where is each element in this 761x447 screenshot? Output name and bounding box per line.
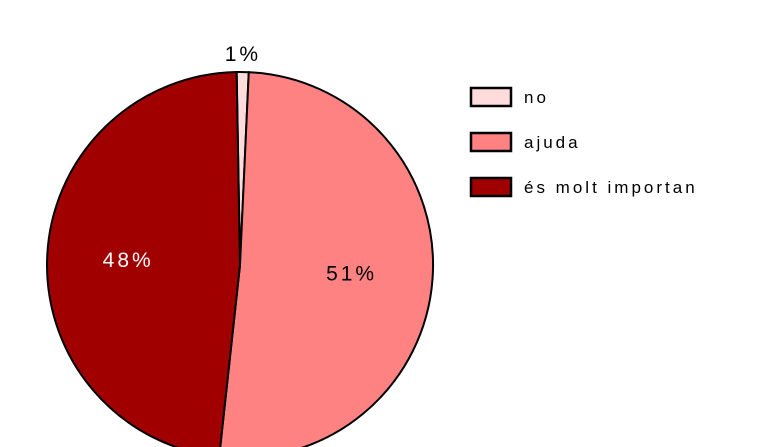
legend-swatch bbox=[469, 131, 513, 153]
pie-value-label: 51% bbox=[326, 263, 377, 286]
legend-label: és molt importan bbox=[524, 178, 698, 197]
legend-swatch bbox=[469, 176, 513, 198]
pie-slice--s-molt-importan bbox=[46, 71, 242, 447]
chart-legend: no ajuda és molt importan bbox=[469, 86, 698, 198]
pie-slice-ajuda bbox=[219, 71, 435, 447]
legend-label: no bbox=[524, 88, 549, 107]
legend-swatch bbox=[469, 86, 513, 108]
legend-label: ajuda bbox=[524, 133, 581, 152]
pie-value-label: 48% bbox=[103, 249, 154, 272]
pie-value-labels: 1% 51% 48% bbox=[103, 43, 377, 286]
pie-value-label: 1% bbox=[225, 43, 261, 66]
pie-slices bbox=[46, 71, 435, 447]
